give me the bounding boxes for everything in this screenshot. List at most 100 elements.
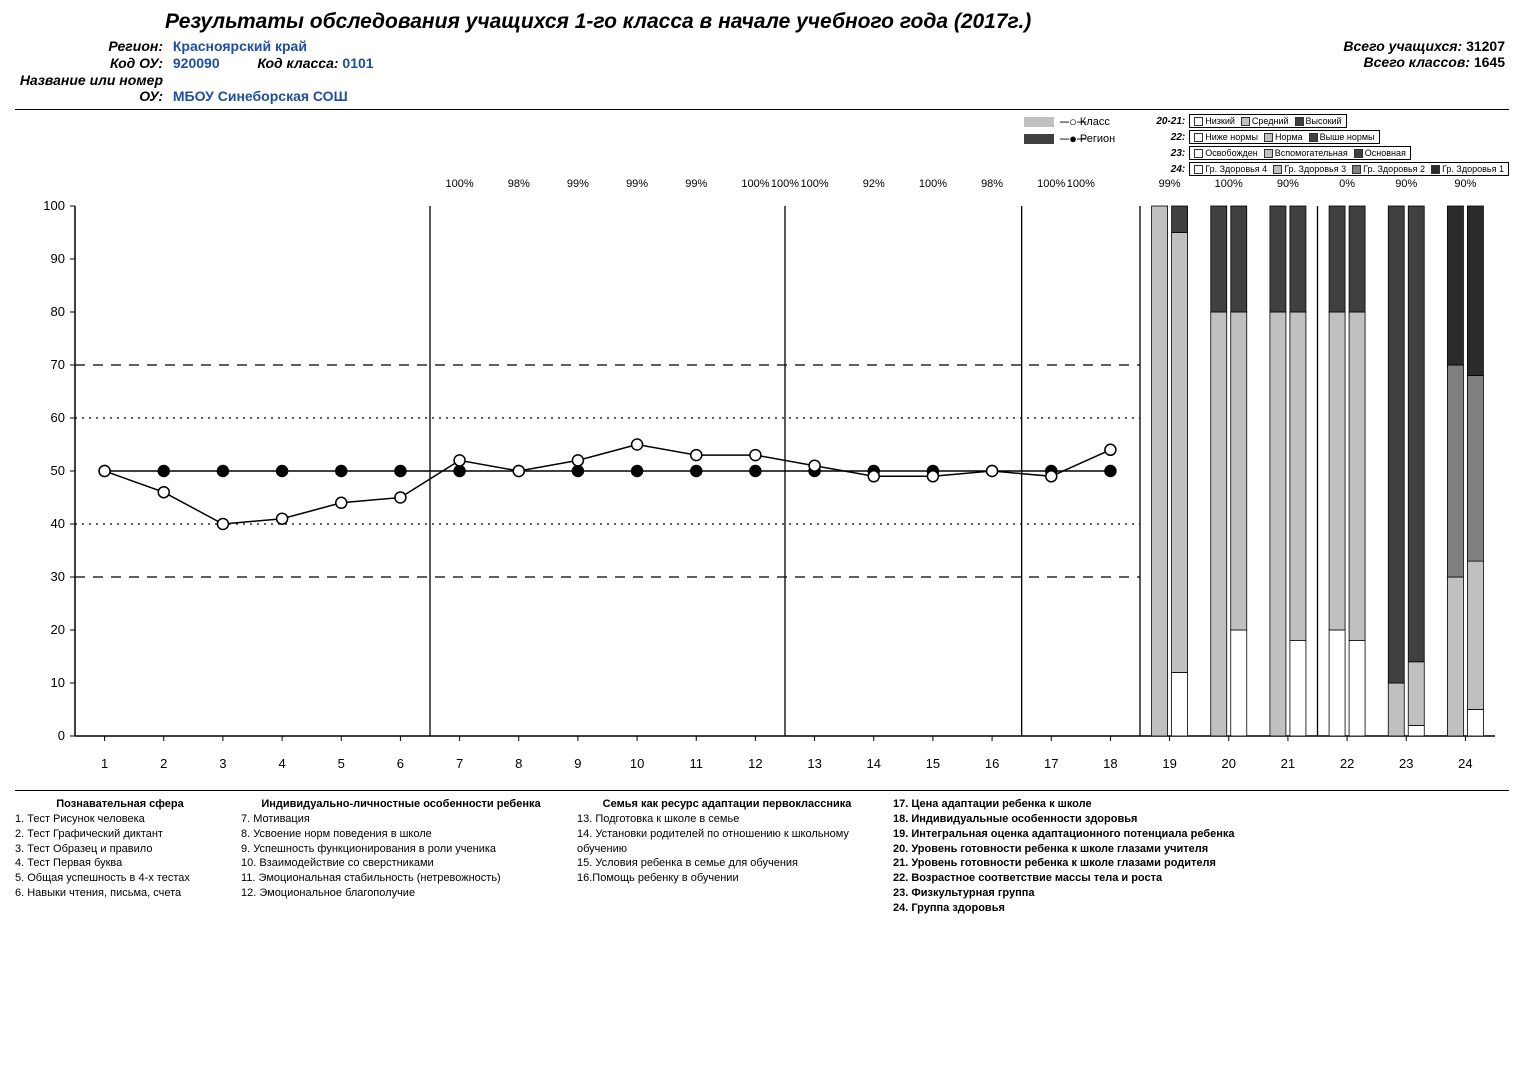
legend-chip-swatch [1241, 117, 1250, 126]
x-axis-label: 24 [1458, 756, 1472, 771]
total-classes-value: 1645 [1474, 54, 1505, 70]
footer-col4-list: 17. Цена адаптации ребенка к школе18. Ин… [893, 797, 1509, 916]
region-swatch [1024, 134, 1054, 144]
legend-chip-label: Выше нормы [1320, 132, 1375, 142]
svg-text:100: 100 [43, 198, 65, 213]
footer-item: 2. Тест Графический диктант [15, 827, 225, 842]
percent-label: 100% [1215, 178, 1243, 190]
x-axis-label: 23 [1399, 756, 1413, 771]
mini-legend-key: 22: [1145, 132, 1185, 143]
legend-chip-label: Гр. Здоровья 3 [1284, 164, 1346, 174]
percent-label: 0% [1339, 178, 1355, 190]
footer-col1-list: 1. Тест Рисунок человека2. Тест Графичес… [15, 812, 225, 901]
footer-item: 23. Физкультурная группа [893, 886, 1509, 901]
footer-item: 4. Тест Первая буква [15, 856, 225, 871]
footer-col2-list: 7. Мотивация8. Усвоение норм поведения в… [241, 812, 561, 901]
legend-row: ─○─ Класс ─●─ Регион 20-21: Низкий Средний… [15, 114, 1509, 176]
svg-text:40: 40 [51, 516, 65, 531]
x-axis-label: 22 [1340, 756, 1354, 771]
mini-legend-box: Освобожден Вспомогательная Основная [1189, 146, 1411, 160]
footer-item: 13. Подготовка к школе в семье [577, 812, 877, 827]
x-axis-label: 5 [338, 756, 345, 771]
legend-chip-swatch [1295, 117, 1304, 126]
legend-chip-swatch [1194, 165, 1203, 174]
mini-legend-box: Гр. Здоровья 4Гр. Здоровья 3Гр. Здоровья… [1189, 162, 1509, 176]
legend-chip-label: Ниже нормы [1205, 132, 1258, 142]
x-axis-label: 16 [985, 756, 999, 771]
footer-item: 12. Эмоциональное благополучие [241, 886, 561, 901]
legend-chip-label: Гр. Здоровья 1 [1442, 164, 1504, 174]
footer-item: 15. Условия ребенка в семье для обучения [577, 856, 877, 871]
percent-label: 90% [1454, 178, 1476, 190]
x-axis-label: 9 [574, 756, 581, 771]
legend-chip-label: Основная [1365, 148, 1406, 158]
legend-chip-swatch [1264, 149, 1273, 158]
x-axis-label: 15 [926, 756, 940, 771]
legend-chip-swatch [1264, 133, 1273, 142]
x-axis-label: 11 [690, 756, 704, 771]
footer-item: 11. Эмоциональная стабильность (нетревож… [241, 871, 561, 886]
percent-label: 100% [801, 178, 829, 190]
legend-chip-label: Средний [1252, 116, 1289, 126]
x-axis-label: 12 [748, 756, 762, 771]
class-swatch [1024, 117, 1054, 127]
mini-legend-box: Ниже нормы Норма Выше нормы [1189, 130, 1379, 144]
legend-chip-label: Освобожден [1205, 148, 1258, 158]
svg-text:60: 60 [51, 410, 65, 425]
legend-chip-label: Норма [1275, 132, 1303, 142]
legend-chip-swatch [1431, 165, 1440, 174]
x-axis-label: 7 [456, 756, 463, 771]
mini-legend-row: 23: Освобожден Вспомогательная Основная [1145, 146, 1509, 160]
percent-label: 99% [685, 178, 707, 190]
ou-code-value: 920090 [173, 55, 220, 71]
footer-item: 1. Тест Рисунок человека [15, 812, 225, 827]
legend-chip: Низкий [1194, 116, 1235, 126]
footer-item: 22. Возрастное соответствие массы тела и… [893, 871, 1509, 886]
legend-chip: Освобожден [1194, 148, 1258, 158]
total-students-label: Всего учащихся: [1343, 38, 1462, 54]
legend-chip-swatch [1352, 165, 1361, 174]
class-code-value: 0101 [342, 55, 373, 71]
x-axis-label: 14 [867, 756, 881, 771]
ou-name-label: Название или номер ОУ: [19, 72, 169, 104]
percent-label: 99% [626, 178, 648, 190]
footer-col2-head: Индивидуально-личностные особенности реб… [241, 797, 561, 812]
mini-legend-key: 23: [1145, 148, 1185, 159]
percent-label: 90% [1395, 178, 1417, 190]
svg-text:70: 70 [51, 357, 65, 372]
svg-text:30: 30 [51, 569, 65, 584]
legend-chip: Средний [1241, 116, 1289, 126]
svg-text:20: 20 [51, 622, 65, 637]
x-axis-label: 19 [1162, 756, 1176, 771]
legend-chip-label: Гр. Здоровья 2 [1363, 164, 1425, 174]
legend-chip: Гр. Здоровья 1 [1431, 164, 1504, 174]
legend-region-label: Регион [1080, 133, 1115, 145]
x-axis-label: 4 [278, 756, 285, 771]
mini-legend-key: 20-21: [1145, 116, 1185, 127]
footer-divider [15, 790, 1509, 791]
total-classes-label: Всего классов: [1364, 54, 1470, 70]
filled-circle-icon: ─●─ [1060, 131, 1074, 146]
legend-chip: Основная [1354, 148, 1406, 158]
percent-label: 100% [1037, 178, 1065, 190]
svg-text:50: 50 [51, 463, 65, 478]
series-legend: ─○─ Класс ─●─ Регион [1024, 114, 1115, 146]
percent-label: 100% [741, 178, 769, 190]
legend-chip-label: Вспомогательная [1275, 148, 1348, 158]
svg-text:90: 90 [51, 251, 65, 266]
mini-legend-box: НизкийСреднийВысокий [1189, 114, 1346, 128]
footer-item: 19. Интегральная оценка адаптационного п… [893, 827, 1509, 842]
footer-col3-list: 13. Подготовка к школе в семье14. Устано… [577, 812, 877, 886]
total-students-value: 31207 [1466, 38, 1505, 54]
svg-text:10: 10 [51, 675, 65, 690]
footer-item: 3. Тест Образец и правило [15, 842, 225, 857]
percent-label: 90% [1277, 178, 1299, 190]
percent-row: 100%98%99%99%99%100%100%100%92%100%98%10… [15, 178, 1505, 196]
footer-item: 7. Мотивация [241, 812, 561, 827]
x-axis-label: 8 [515, 756, 522, 771]
footer-item: 14. Установки родителей по отношению к ш… [577, 827, 877, 857]
footer-item: 18. Индивидуальные особенности здоровья [893, 812, 1509, 827]
footer-item: 5. Общая успешность в 4-х тестах [15, 871, 225, 886]
footer-item: 6. Навыки чтения, письма, счета [15, 886, 225, 901]
legend-chip-swatch [1309, 133, 1318, 142]
